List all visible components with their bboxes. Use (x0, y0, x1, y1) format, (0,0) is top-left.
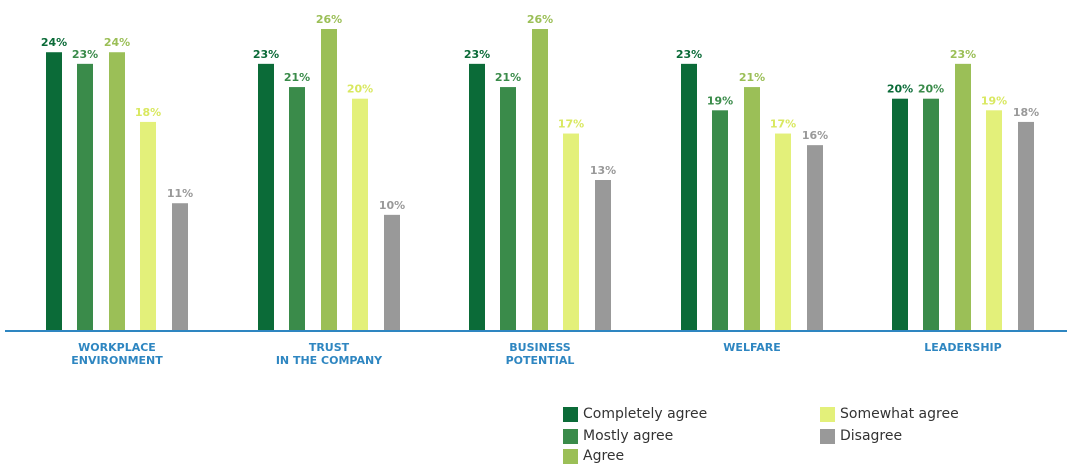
bar-disagree-0 (172, 203, 188, 331)
bar-somewhat-agree-1 (352, 98, 368, 331)
bar-agree-2 (532, 29, 548, 331)
bar-completely-agree-0 (46, 52, 62, 331)
bar-completely-agree-3 (681, 63, 697, 331)
value-label: 16% (802, 129, 828, 142)
legend-swatch (563, 428, 578, 444)
value-label: 18% (135, 106, 161, 119)
bar-agree-1 (321, 29, 337, 331)
value-label: 13% (590, 164, 616, 177)
bar-agree-0 (109, 52, 125, 331)
bar-agree-3 (744, 87, 760, 331)
bar-mostly-agree-2 (500, 87, 516, 331)
value-label: 21% (495, 71, 521, 84)
bar-completely-agree-2 (469, 63, 485, 331)
bar-disagree-2 (595, 180, 611, 331)
value-label: 26% (527, 13, 553, 26)
legend-swatch (563, 406, 578, 422)
legend-item: Somewhat agree (820, 406, 959, 422)
bar-mostly-agree-1 (289, 87, 305, 331)
bar-somewhat-agree-4 (986, 110, 1002, 331)
bar-completely-agree-1 (258, 63, 274, 331)
value-label: 21% (739, 71, 765, 84)
bar-mostly-agree-0 (77, 63, 93, 331)
legend-swatch (820, 406, 835, 422)
bar-somewhat-agree-0 (140, 121, 156, 331)
legend-swatch (820, 428, 835, 444)
value-label: 17% (558, 118, 584, 131)
bar-mostly-agree-4 (923, 98, 939, 331)
value-label: 10% (379, 199, 405, 212)
bar-agree-4 (955, 63, 971, 331)
value-label: 23% (253, 48, 279, 61)
value-label: 20% (347, 83, 373, 96)
category-label: LEADERSHIP (924, 341, 1001, 354)
bar-disagree-1 (384, 214, 400, 331)
category-label: WORKPLACE (78, 341, 156, 354)
category-label: TRUST (309, 341, 350, 354)
category-label: BUSINESS (509, 341, 570, 354)
value-label: 20% (887, 83, 913, 96)
category-label: WELFARE (723, 341, 780, 354)
value-label: 21% (284, 71, 310, 84)
value-label: 20% (918, 83, 944, 96)
bars-layer: 24% 23% 23% 23% 20% 23% 21% 21% 19% 20% 24% 26% 26% 2… (41, 13, 1039, 331)
bar-completely-agree-4 (892, 98, 908, 331)
legend-label: Agree (583, 448, 625, 464)
value-label: 24% (104, 36, 130, 49)
legend-label: Disagree (840, 428, 903, 444)
bar-disagree-4 (1018, 121, 1034, 331)
value-label: 19% (981, 94, 1007, 107)
value-label: 23% (676, 48, 702, 61)
value-label: 24% (41, 36, 67, 49)
value-label: 26% (316, 13, 342, 26)
legend-item: Mostly agree (563, 428, 673, 444)
category-label: ENVIRONMENT (71, 354, 163, 367)
category-label: IN THE COMPANY (276, 354, 383, 367)
legend-swatch (563, 448, 578, 464)
bar-disagree-3 (807, 145, 823, 331)
legend-label: Somewhat agree (840, 406, 959, 422)
legend-item: Agree (563, 448, 624, 464)
value-label: 23% (464, 48, 490, 61)
bar-somewhat-agree-3 (775, 133, 791, 331)
legend-item: Completely agree (563, 406, 707, 422)
bar-chart: 24% 23% 23% 23% 20% 23% 21% 21% 19% 20% 24% 26% 26% 2… (5, 13, 1067, 367)
bar-mostly-agree-3 (712, 110, 728, 331)
bar-somewhat-agree-2 (563, 133, 579, 331)
category-label: POTENTIAL (506, 354, 575, 367)
legend-item: Disagree (820, 428, 902, 444)
value-label: 23% (950, 48, 976, 61)
value-label: 23% (72, 48, 98, 61)
legend-label: Completely agree (583, 406, 708, 422)
value-label: 18% (1013, 106, 1039, 119)
value-label: 19% (707, 94, 733, 107)
value-label: 11% (167, 187, 193, 200)
legend-label: Mostly agree (583, 428, 674, 444)
value-label: 17% (770, 118, 796, 131)
